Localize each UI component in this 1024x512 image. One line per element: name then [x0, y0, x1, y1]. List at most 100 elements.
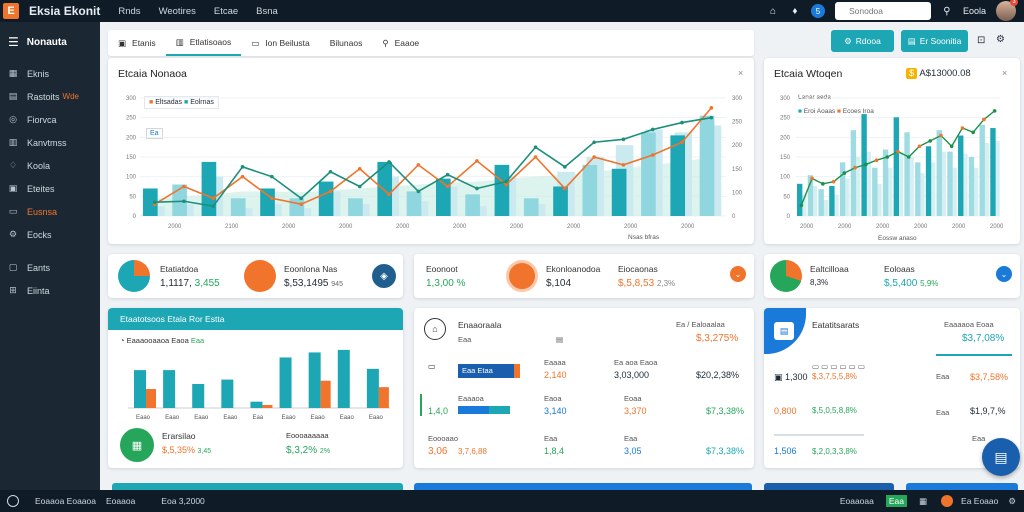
badge-text: A$13000.08	[919, 68, 971, 79]
avatar-badge: 3	[1010, 0, 1018, 6]
cell-value: 2,140	[544, 370, 567, 380]
tab-4[interactable]: Bilunaos	[320, 30, 373, 56]
tab-5[interactable]: ⚲ Eaaoe	[372, 30, 429, 56]
close-icon[interactable]: ×	[1002, 68, 1008, 78]
gear-icon[interactable]: ⚙	[996, 34, 1005, 45]
kpi-delta: 2%	[319, 448, 331, 455]
tab-icon: ▣	[118, 37, 127, 48]
status-icon	[7, 495, 19, 507]
lock-icon[interactable]: ⊡	[977, 35, 986, 46]
grid-icon[interactable]: ▦	[919, 495, 928, 506]
status-right3[interactable]: Ea Eoaao	[961, 496, 999, 506]
sidebar-item-6[interactable]: ▣ Eteites	[0, 177, 100, 200]
chart-legend: ■ Eltsadas ■ Eolrnas	[144, 96, 219, 109]
col3-value: $,3,275%	[696, 333, 739, 344]
bar	[699, 115, 715, 216]
cell-label: Eaaaa	[544, 358, 566, 367]
kpi-value-text: $,5,35%	[162, 445, 196, 455]
line-point	[592, 155, 596, 159]
chevron-down-icon[interactable]: ⌄	[730, 266, 746, 282]
pie-icon	[118, 260, 150, 292]
bar	[250, 401, 263, 408]
bar	[465, 194, 480, 216]
folder-icon: ▭	[8, 206, 18, 216]
kpi-label: Erarsilao	[162, 431, 196, 441]
topnav-item-4[interactable]: Bsna	[256, 5, 278, 17]
sidebar-item-10[interactable]: ⊞ Eiinta	[0, 279, 100, 302]
bell-icon[interactable]: ♦	[792, 5, 798, 17]
cell-value: $20,2,38%	[696, 370, 740, 380]
avatar[interactable]: 3	[996, 0, 1018, 21]
tab-2[interactable]: ▥ Etlatisoaos	[165, 30, 242, 56]
menu-icon[interactable]: ☰	[8, 35, 19, 49]
bar-light	[970, 167, 979, 216]
sidebar-item-5[interactable]: ♢ Koola	[0, 154, 100, 177]
line-point	[831, 179, 836, 184]
primary-button[interactable]: ⚙ Rdooa	[831, 30, 894, 52]
shield-icon[interactable]: ◈	[372, 264, 396, 288]
x-axis-label: Nsas bfras	[628, 234, 660, 241]
line-point	[416, 189, 421, 194]
secondary-button[interactable]: ▤ Er Soonitia	[901, 30, 968, 52]
sidebar-item-1[interactable]: ▦ Eknis	[0, 62, 100, 85]
table-card-right: ▤ Eatatitsarats Eaaaaoa Eoaa $3,7,08% ▭ …	[764, 308, 1020, 468]
y-tick-label: 150	[780, 155, 791, 161]
tab-3[interactable]: ▭ Ion Beilusta	[241, 30, 319, 56]
sidebar-item-label: Koola	[27, 160, 51, 171]
doc-icon: ▤	[774, 322, 794, 340]
y-tick-label-right: 250	[732, 120, 743, 126]
sidebar-item-9[interactable]: ▢ Eants	[0, 256, 100, 279]
table-card-mid: ⌂ Enaaoraala Eaa ▤ Ea / Ealoaalaa $,3,27…	[414, 308, 754, 468]
bar-light	[992, 140, 1000, 216]
cell-label: Eaa	[972, 434, 986, 443]
search-input[interactable]	[834, 2, 931, 20]
chevron-down-icon[interactable]: ⌄	[996, 266, 1012, 282]
cell-value: $,5,0,5,8,8%	[812, 406, 857, 415]
cell-label: Eoaa	[624, 394, 642, 403]
sidebar-item-4[interactable]: ▥ Kanvtmss	[0, 131, 100, 154]
sidebar-item-3[interactable]: ◎ Fiorvca	[0, 108, 100, 131]
bar-orange	[378, 387, 389, 408]
line-point	[709, 106, 714, 110]
bar-light	[960, 153, 968, 216]
topnav-item-2[interactable]: Weotires	[158, 5, 196, 17]
close-icon[interactable]: ×	[738, 68, 744, 78]
notification-badge[interactable]: 5	[810, 4, 825, 18]
line-point	[182, 199, 186, 204]
sidebar-header[interactable]: ☰ Nonauta	[0, 22, 100, 62]
cell-value: ▣ 1,300	[774, 372, 808, 382]
kpi-label: Eoonoot	[426, 264, 458, 274]
status-badge[interactable]: Eaa	[885, 495, 907, 507]
gear-icon[interactable]: ⚙	[1008, 495, 1016, 506]
sidebar-item-7[interactable]: ▭ Eusnsa	[0, 200, 100, 223]
line-point	[299, 196, 303, 201]
card-title: Etcaia Nonaoa	[118, 68, 187, 80]
cell-label: Eaoa	[544, 394, 562, 403]
bell-icon: ♢	[8, 160, 18, 170]
badge-value: $ A$13000.08	[906, 68, 971, 79]
topnav-item-1[interactable]: Rnds	[118, 5, 141, 17]
kpi-label: Eoonlona Nas	[284, 264, 338, 274]
sidebar-title: Nonauta	[26, 36, 67, 48]
status-bar: Eoaaoa Eoaaoa Eoaaoa Eoa 3,2000 Eoaaoaa …	[0, 490, 1024, 512]
search-icon[interactable]: ⚲	[943, 5, 951, 17]
bar	[925, 146, 932, 216]
bar-orange	[262, 404, 273, 408]
topnav-item-3[interactable]: Etcae	[213, 5, 239, 17]
line-point	[949, 144, 954, 149]
status-right1[interactable]: Eoaaoaa	[839, 496, 874, 506]
sidebar-item-2[interactable]: ▤ Rastoits Wde	[0, 85, 100, 108]
list-icon: ▣	[8, 183, 18, 193]
fab-button[interactable]: ▤	[982, 438, 1020, 476]
tab-1[interactable]: ▣ Etanis	[108, 30, 166, 56]
y-tick-label-right: 150	[732, 167, 743, 173]
col3-label: Ea / Ealoaalaa	[676, 320, 725, 329]
legend-box: ■ Eroi Aoaas ■ Ecoes Iroa	[798, 108, 874, 115]
y-tick-label: 50	[783, 194, 790, 200]
kpi-value: $,3,2% 2%	[286, 445, 330, 456]
home-icon[interactable]: ⌂	[769, 5, 776, 17]
bar	[807, 175, 814, 216]
line-point	[874, 158, 879, 163]
user-name[interactable]: Eoola	[962, 6, 986, 16]
sidebar-item-8[interactable]: ⚙ Eocks	[0, 223, 100, 246]
